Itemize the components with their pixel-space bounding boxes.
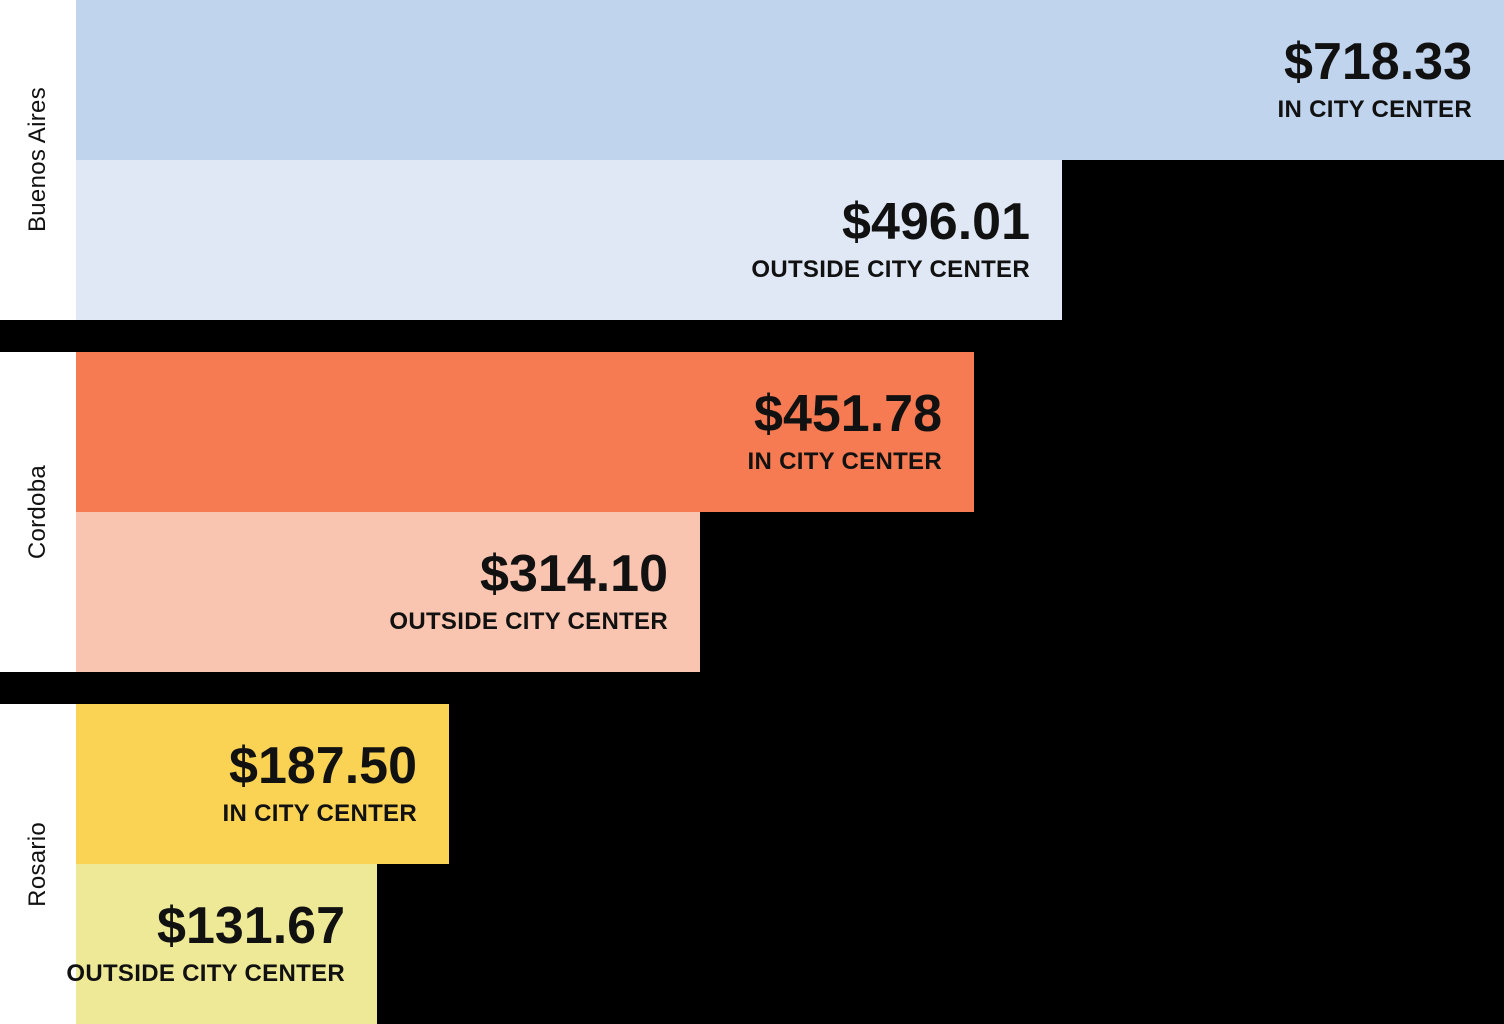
bar-cordoba-outside-city-center: $314.10 OUTSIDE CITY CENTER <box>76 512 700 672</box>
bar-value: $718.33 <box>1284 33 1472 92</box>
bar-cordoba-in-city-center: $451.78 IN CITY CENTER <box>76 352 974 512</box>
bar-sublabel: IN CITY CENTER <box>1277 95 1472 123</box>
bar-value: $187.50 <box>229 737 417 796</box>
city-group-buenos-aires: Buenos Aires $718.33 IN CITY CENTER $496… <box>0 0 1504 320</box>
bar-sublabel: OUTSIDE CITY CENTER <box>66 959 345 987</box>
bar-buenos-aires-in-city-center: $718.33 IN CITY CENTER <box>76 0 1504 160</box>
city-axis-label-strip: Cordoba <box>0 352 76 672</box>
bar-column: $187.50 IN CITY CENTER $131.67 OUTSIDE C… <box>66 704 1504 1024</box>
city-label: Rosario <box>24 821 51 907</box>
bar-column: $451.78 IN CITY CENTER $314.10 OUTSIDE C… <box>76 352 1504 672</box>
bar-sublabel: IN CITY CENTER <box>222 799 417 827</box>
city-group-rosario: Rosario $187.50 IN CITY CENTER $131.67 O… <box>0 704 1504 1024</box>
city-label: Buenos Aires <box>24 87 51 233</box>
bar-sublabel: IN CITY CENTER <box>747 447 942 475</box>
bar-rosario-outside-city-center: $131.67 OUTSIDE CITY CENTER <box>66 864 377 1024</box>
city-axis-label-strip: Rosario <box>0 704 76 1024</box>
city-group-cordoba: Cordoba $451.78 IN CITY CENTER $314.10 O… <box>0 352 1504 672</box>
bar-buenos-aires-outside-city-center: $496.01 OUTSIDE CITY CENTER <box>76 160 1062 320</box>
bar-value: $496.01 <box>842 193 1030 252</box>
bar-value: $314.10 <box>480 545 668 604</box>
city-label: Cordoba <box>24 464 51 560</box>
bar-sublabel: OUTSIDE CITY CENTER <box>389 607 668 635</box>
bar-column: $718.33 IN CITY CENTER $496.01 OUTSIDE C… <box>76 0 1504 320</box>
bar-sublabel: OUTSIDE CITY CENTER <box>751 255 1030 283</box>
bar-value: $451.78 <box>754 385 942 444</box>
bar-rosario-in-city-center: $187.50 IN CITY CENTER <box>76 704 449 864</box>
city-axis-label-strip: Buenos Aires <box>0 0 76 320</box>
bar-value: $131.67 <box>157 897 345 956</box>
